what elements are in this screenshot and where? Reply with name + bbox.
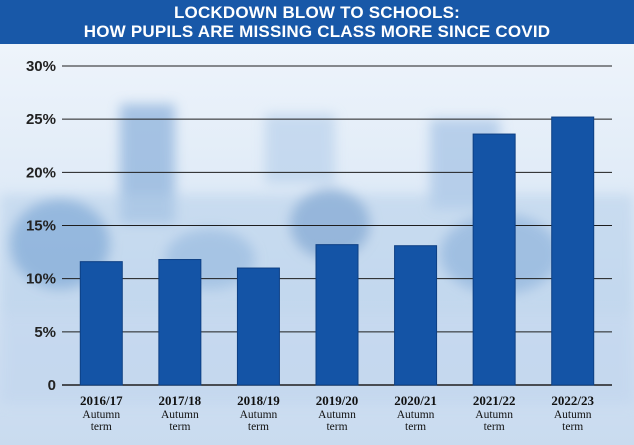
bar-2022-23 xyxy=(551,116,595,386)
bar-2020-21 xyxy=(394,245,438,386)
x-category-label: 2016/17 xyxy=(80,393,123,408)
y-tick-label: 30% xyxy=(26,58,56,75)
bar-2021-22 xyxy=(472,133,516,386)
chart-title-line-2: HOW PUPILS ARE MISSING CLASS MORE SINCE … xyxy=(83,22,551,41)
x-category-label: 2017/18 xyxy=(159,393,202,408)
y-tick-label: 25% xyxy=(26,111,56,128)
x-category-sublabel: term xyxy=(248,421,269,433)
y-tick-label: 5% xyxy=(34,324,56,341)
y-tick-label: 15% xyxy=(26,218,56,235)
y-axis-tick-labels: 0 5% 10% 15% 20% 25% 30% xyxy=(26,58,56,394)
x-category-label: 2019/20 xyxy=(316,393,359,408)
x-category-sublabel: Autumn xyxy=(240,409,278,421)
x-category-sublabel: term xyxy=(484,421,505,433)
x-category-sublabel: Autumn xyxy=(161,409,199,421)
x-category-sublabel: term xyxy=(326,421,347,433)
x-category-sublabel: term xyxy=(91,421,112,433)
y-tick-label: 0 xyxy=(48,377,56,394)
x-category-sublabel: Autumn xyxy=(82,409,120,421)
x-category-sublabel: Autumn xyxy=(554,409,592,421)
x-axis-category-labels: 2016/17Autumnterm2017/18Autumnterm2018/1… xyxy=(80,393,595,433)
bar-2018-19 xyxy=(236,267,280,386)
chart-title-line-1: LOCKDOWN BLOW TO SCHOOLS: xyxy=(173,3,461,22)
x-category-sublabel: term xyxy=(405,421,426,433)
x-category-sublabel: Autumn xyxy=(475,409,513,421)
bar-2016-17 xyxy=(79,261,123,386)
x-category-sublabel: term xyxy=(169,421,190,433)
bar-2019-20 xyxy=(315,244,359,386)
x-category-sublabel: Autumn xyxy=(397,409,435,421)
y-tick-label: 10% xyxy=(26,271,56,288)
bars xyxy=(79,116,595,386)
x-category-sublabel: Autumn xyxy=(318,409,356,421)
x-category-label: 2022/23 xyxy=(551,393,594,408)
y-tick-label: 20% xyxy=(26,164,56,181)
title-banner: LOCKDOWN BLOW TO SCHOOLS: HOW PUPILS ARE… xyxy=(0,0,634,44)
bar-chart: 05%10%15%20%25%30% 2016/17Autumnterm2017… xyxy=(0,44,634,445)
x-category-label: 2020/21 xyxy=(394,393,437,408)
x-category-sublabel: term xyxy=(562,421,583,433)
x-category-label: 2018/19 xyxy=(237,393,280,408)
bar-2017-18 xyxy=(158,259,202,386)
x-category-label: 2021/22 xyxy=(473,393,516,408)
